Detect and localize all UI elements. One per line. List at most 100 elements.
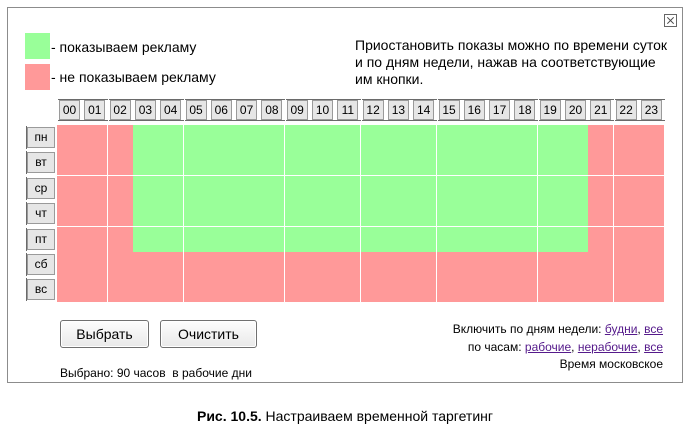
day-button-2[interactable]: вт — [26, 151, 55, 175]
schedule-cell[interactable] — [512, 226, 539, 253]
schedule-cell[interactable] — [588, 201, 615, 228]
hour-button-13[interactable]: 13 — [386, 99, 412, 121]
schedule-cell[interactable] — [284, 226, 311, 253]
schedule-cell[interactable] — [487, 277, 514, 304]
schedule-cell[interactable] — [461, 150, 488, 177]
schedule-cell[interactable] — [487, 150, 514, 177]
schedule-cell[interactable] — [82, 125, 109, 151]
hour-button-18[interactable]: 18 — [513, 99, 539, 121]
schedule-cell[interactable] — [385, 125, 412, 151]
schedule-cell[interactable] — [385, 150, 412, 177]
schedule-cell[interactable] — [57, 252, 83, 278]
schedule-cell[interactable] — [638, 252, 665, 278]
schedule-cell[interactable] — [82, 277, 109, 304]
day-button-4[interactable]: чт — [26, 202, 55, 226]
day-button-3[interactable]: ср — [26, 176, 55, 200]
schedule-cell[interactable] — [234, 201, 261, 228]
schedule-cell[interactable] — [360, 150, 387, 177]
schedule-cell[interactable] — [57, 226, 83, 253]
schedule-cell[interactable] — [563, 252, 589, 278]
day-button-7[interactable]: вс — [26, 278, 55, 302]
hour-button-19[interactable]: 19 — [538, 99, 564, 121]
hour-button-05[interactable]: 05 — [184, 99, 210, 121]
schedule-cell[interactable] — [82, 226, 109, 253]
schedule-cell[interactable] — [310, 175, 336, 202]
schedule-cell[interactable] — [57, 277, 83, 304]
schedule-cell[interactable] — [461, 226, 488, 253]
schedule-cell[interactable] — [487, 226, 514, 253]
schedule-cell[interactable] — [208, 252, 235, 278]
schedule-cell[interactable] — [57, 125, 83, 151]
schedule-cell[interactable] — [512, 277, 539, 304]
nonworking-hours-link[interactable]: нерабочие — [577, 340, 638, 354]
schedule-cell[interactable] — [132, 277, 159, 304]
schedule-cell[interactable] — [613, 226, 640, 253]
schedule-cell[interactable] — [132, 150, 159, 177]
schedule-cell[interactable] — [588, 277, 615, 304]
schedule-cell[interactable] — [613, 125, 640, 151]
schedule-cell[interactable] — [638, 277, 665, 304]
hour-button-07[interactable]: 07 — [235, 99, 261, 121]
hour-button-06[interactable]: 06 — [209, 99, 235, 121]
schedule-cell[interactable] — [487, 252, 514, 278]
schedule-cell[interactable] — [537, 277, 564, 304]
day-button-1[interactable]: пн — [26, 126, 55, 149]
all-days-link[interactable]: все — [644, 322, 663, 336]
schedule-cell[interactable] — [436, 252, 463, 278]
hour-button-22[interactable]: 22 — [614, 99, 640, 121]
schedule-cell[interactable] — [183, 125, 210, 151]
schedule-cell[interactable] — [487, 125, 514, 151]
schedule-cell[interactable] — [310, 226, 336, 253]
hour-button-04[interactable]: 04 — [159, 99, 185, 121]
schedule-cell[interactable] — [284, 150, 311, 177]
close-icon[interactable] — [664, 14, 677, 27]
schedule-cell[interactable] — [158, 226, 185, 253]
hour-button-14[interactable]: 14 — [412, 99, 438, 121]
schedule-cell[interactable] — [638, 125, 665, 151]
hour-button-09[interactable]: 09 — [285, 99, 311, 121]
schedule-cell[interactable] — [360, 277, 387, 304]
select-button[interactable]: Выбрать — [60, 320, 149, 348]
schedule-cell[interactable] — [537, 150, 564, 177]
schedule-cell[interactable] — [461, 277, 488, 304]
schedule-cell[interactable] — [158, 277, 185, 304]
schedule-cell[interactable] — [360, 252, 387, 278]
schedule-cell[interactable] — [461, 252, 488, 278]
schedule-cell[interactable] — [563, 175, 589, 202]
schedule-cell[interactable] — [208, 201, 235, 228]
schedule-cell[interactable] — [512, 150, 539, 177]
schedule-cell[interactable] — [259, 175, 286, 202]
schedule-cell[interactable] — [436, 150, 463, 177]
all-hours-link[interactable]: все — [644, 340, 663, 354]
schedule-cell[interactable] — [537, 175, 564, 202]
schedule-cell[interactable] — [461, 201, 488, 228]
schedule-cell[interactable] — [335, 226, 362, 253]
schedule-cell[interactable] — [335, 175, 362, 202]
schedule-cell[interactable] — [284, 125, 311, 151]
schedule-cell[interactable] — [183, 201, 210, 228]
hour-button-10[interactable]: 10 — [311, 99, 336, 121]
schedule-cell[interactable] — [158, 175, 185, 202]
schedule-cell[interactable] — [335, 277, 362, 304]
schedule-cell[interactable] — [310, 201, 336, 228]
schedule-cell[interactable] — [537, 201, 564, 228]
schedule-cell[interactable] — [512, 125, 539, 151]
schedule-cell[interactable] — [613, 150, 640, 177]
schedule-cell[interactable] — [183, 252, 210, 278]
schedule-cell[interactable] — [588, 125, 615, 151]
schedule-cell[interactable] — [385, 175, 412, 202]
schedule-cell[interactable] — [563, 277, 589, 304]
schedule-cell[interactable] — [259, 226, 286, 253]
schedule-cell[interactable] — [259, 125, 286, 151]
schedule-cell[interactable] — [411, 277, 438, 304]
hour-button-11[interactable]: 11 — [336, 99, 362, 121]
schedule-cell[interactable] — [385, 252, 412, 278]
schedule-cell[interactable] — [158, 252, 185, 278]
schedule-cell[interactable] — [360, 201, 387, 228]
schedule-cell[interactable] — [563, 125, 589, 151]
schedule-cell[interactable] — [512, 201, 539, 228]
schedule-cell[interactable] — [107, 277, 134, 304]
schedule-cell[interactable] — [411, 226, 438, 253]
schedule-cell[interactable] — [436, 201, 463, 228]
schedule-cell[interactable] — [107, 175, 134, 202]
